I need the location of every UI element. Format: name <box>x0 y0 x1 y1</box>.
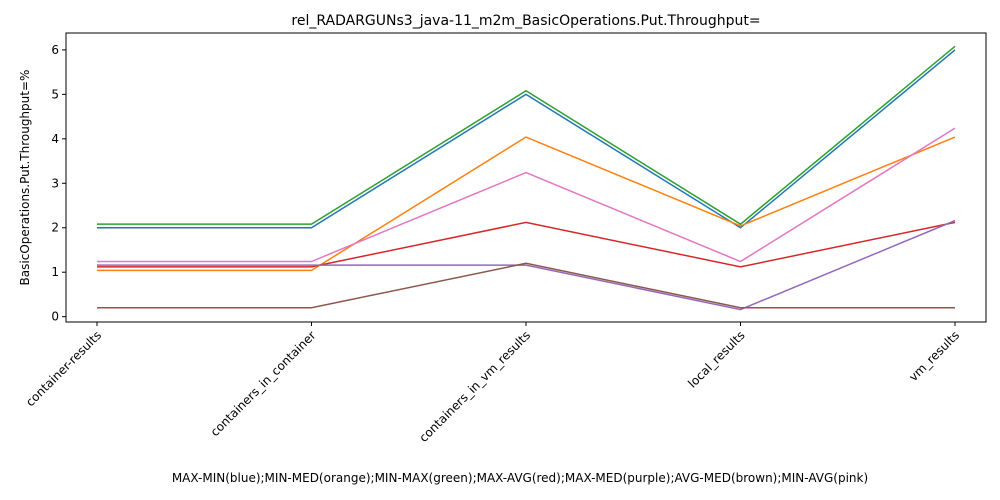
y-tick-label: 5 <box>51 87 59 101</box>
series-line-brown <box>97 262 955 309</box>
y-axis: 0 1 2 3 4 5 6 <box>51 43 66 324</box>
y-tick-label: 0 <box>51 310 59 324</box>
x-tick-label: local_results <box>685 328 747 390</box>
y-tick-label: 6 <box>51 43 59 57</box>
series-line-purple <box>97 219 956 311</box>
x-axis-label: MAX-MIN(blue);MIN-MED(orange);MIN-MAX(gr… <box>172 471 868 485</box>
x-tick-label: containers_in_vm_results <box>416 328 533 445</box>
x-tick-label: container-results <box>23 328 104 409</box>
x-axis: container-results containers_in_container… <box>23 322 962 445</box>
series-line-red <box>97 221 956 268</box>
y-tick-label: 1 <box>51 265 59 279</box>
series-line-pink <box>97 127 956 263</box>
y-tick-label: 3 <box>51 176 59 190</box>
chart-title: rel_RADARGUNs3_java-11_m2m_BasicOperatio… <box>291 13 760 29</box>
series-line-orange <box>97 136 956 272</box>
x-tick-label: containers_in_container <box>208 328 319 439</box>
plot-frame <box>65 32 987 323</box>
y-axis-label: BasicOperations.Put.Throughput=% <box>18 70 32 286</box>
series-line-blue <box>97 49 956 229</box>
y-tick-label: 2 <box>51 221 59 235</box>
y-tick-label: 4 <box>51 132 59 146</box>
plot-lines <box>97 45 956 311</box>
x-tick-label: vm_results <box>906 328 962 384</box>
series-line-green <box>97 45 956 226</box>
